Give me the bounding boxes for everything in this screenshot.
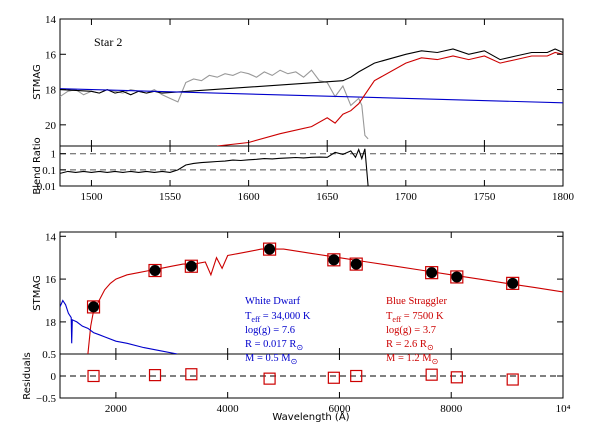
top-ytick-label: 18 xyxy=(45,85,57,97)
residual-point xyxy=(263,372,276,385)
sed-ytick-label: 14 xyxy=(45,231,57,243)
top-spectrum-panel: 14 16 18 20 xyxy=(45,14,564,146)
res-xtick-label: 2000 xyxy=(105,403,128,415)
model-photometry-square xyxy=(327,253,341,267)
blend-xtick-label: 1600 xyxy=(238,191,261,203)
white-dwarf-mass: M = 0.5 M⊙ xyxy=(245,353,297,366)
blend-series-group xyxy=(60,148,369,186)
observed-photometry-point xyxy=(507,277,519,289)
sed-ytick-label: 18 xyxy=(45,317,57,329)
res-xtick-label: 6000 xyxy=(328,403,351,415)
top-series-group xyxy=(60,48,563,146)
res-ytick-label: 0.5 xyxy=(42,349,56,361)
blue-straggler-logg: log(g) = 3.7 xyxy=(386,325,436,336)
white-dwarf-teff: Teff = 34,000 K xyxy=(245,311,311,324)
model-photometry-square xyxy=(262,242,277,256)
blue-straggler-mass: M = 1.2 M⊙ xyxy=(386,353,438,366)
blend-ylabel: Blend Ratio xyxy=(32,137,43,194)
res-xtick-label: 8000 xyxy=(440,403,463,415)
observed-photometry-point xyxy=(328,254,340,266)
composite-model-line xyxy=(60,48,563,96)
observed-spectrum-line xyxy=(60,69,369,140)
blue-straggler-model-line xyxy=(217,51,563,146)
observed-photometry-point xyxy=(88,301,100,313)
observed-photometry-point xyxy=(264,243,276,255)
blue-straggler-radius: R = 2.6 R⊙ xyxy=(386,339,434,352)
residual-point xyxy=(185,368,198,381)
residuals-panel: 0.5 0 −0.5 2000 4000 6000 8000 10⁴ xyxy=(36,349,571,415)
residuals-xlabel: Wavelength (Å) xyxy=(272,410,349,423)
observed-photometry-point xyxy=(350,258,362,270)
sed-frame xyxy=(59,231,564,355)
top-ylabel: STMAG xyxy=(32,64,43,100)
model-photometry-square xyxy=(184,259,198,273)
observed-photometry-point xyxy=(185,260,197,272)
white-dwarf-annotation: White Dwarf Teff = 34,000 K log(g) = 7.6… xyxy=(245,296,311,366)
blend-ytick-label: 0.01 xyxy=(37,181,56,193)
res-xtick-label: 4000 xyxy=(217,403,240,415)
blue-straggler-annotation: Blue Straggler Teff = 7500 K log(g) = 3.… xyxy=(386,296,447,366)
residual-point xyxy=(87,369,100,383)
white-dwarf-model-line xyxy=(60,88,563,104)
res-ytick-label: −0.5 xyxy=(36,393,56,405)
blend-xtick-label: 1700 xyxy=(395,191,418,203)
model-photometry-square xyxy=(506,276,520,290)
blend-xtick-label: 1750 xyxy=(473,191,496,203)
blue-straggler-teff: Teff = 7500 K xyxy=(386,311,444,324)
residual-point xyxy=(148,369,162,382)
blue-straggler-sed-line xyxy=(87,248,563,354)
top-ytick-label: 20 xyxy=(45,120,57,132)
model-photometry-square xyxy=(148,263,162,278)
observed-photometry-point xyxy=(149,265,161,277)
residual-point xyxy=(350,369,363,383)
blend-ratio-frame xyxy=(59,145,564,187)
model-photometry-square xyxy=(425,266,439,280)
residual-point xyxy=(450,371,463,384)
blue-straggler-name: Blue Straggler xyxy=(386,296,447,307)
model-photometry-square xyxy=(349,257,363,271)
blend-ratio-line xyxy=(60,148,369,186)
blend-xtick-label: 1550 xyxy=(159,191,182,203)
residual-point xyxy=(327,371,340,384)
white-dwarf-logg: log(g) = 7.6 xyxy=(245,325,295,336)
blend-ytick-label: 0.1 xyxy=(42,165,56,177)
white-dwarf-name: White Dwarf xyxy=(245,296,301,307)
blend-xtick-label: 1500 xyxy=(80,191,103,203)
white-dwarf-radius: R = 0.017 R⊙ xyxy=(245,339,303,352)
white-dwarf-sed-line xyxy=(60,299,178,354)
sed-panel: 14 16 18 xyxy=(45,231,564,354)
model-photometry-square xyxy=(86,300,101,314)
residual-point xyxy=(425,368,438,381)
observed-photometry-point xyxy=(426,267,438,279)
top-ytick-label: 16 xyxy=(45,49,57,61)
blend-xtick-label: 1650 xyxy=(316,191,339,203)
sed-ylabel: STMAG xyxy=(32,275,43,311)
residuals-ylabel: Residuals xyxy=(22,352,33,399)
blend-xtick-label: 1800 xyxy=(552,191,575,203)
res-xtick-label: 10⁴ xyxy=(556,403,571,415)
sed-ytick-label: 16 xyxy=(45,274,57,286)
model-photometry-square xyxy=(450,270,464,284)
blend-ytick-label: 1 xyxy=(51,149,57,161)
top-ytick-label: 14 xyxy=(45,14,57,26)
res-ytick-label: 0 xyxy=(51,371,57,383)
observed-photometry-point xyxy=(451,271,463,283)
chart-title: Star 2 xyxy=(94,35,122,49)
blend-ratio-panel: 1 0.1 0.01 1500 1550 1600 1650 1700 1750 1800 xyxy=(37,146,575,203)
residual-point xyxy=(506,373,519,386)
sed-series-group xyxy=(60,242,563,354)
